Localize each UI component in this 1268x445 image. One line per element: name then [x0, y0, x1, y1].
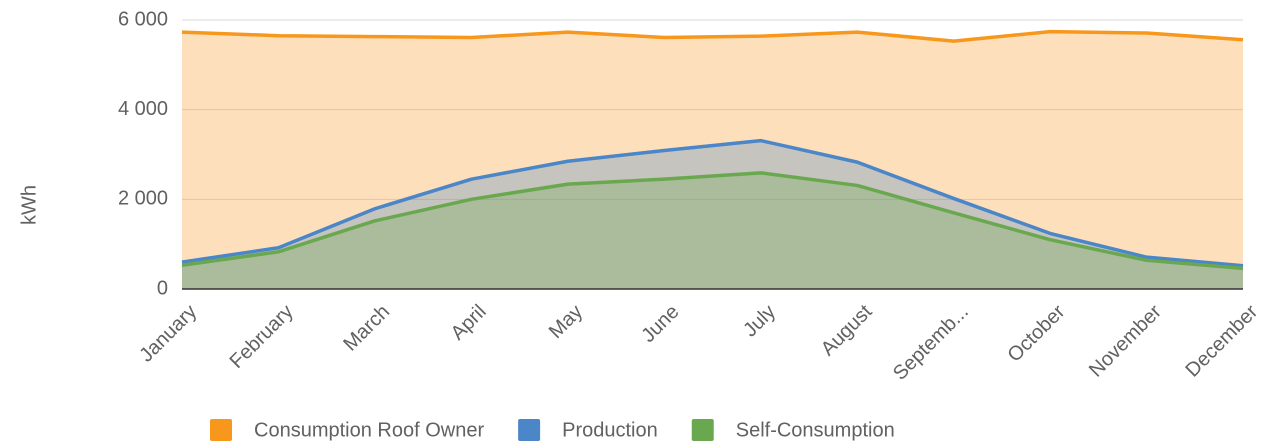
x-tick-label: July	[739, 301, 780, 342]
x-tick-label: October	[1003, 300, 1069, 366]
area-line	[181, 171, 1244, 271]
legend-swatch	[691, 419, 714, 441]
legend-label: Self-Consumption	[736, 419, 895, 441]
legend-swatch	[518, 419, 541, 441]
x-tick-label: March	[339, 301, 394, 356]
x-tick-label: December	[1181, 300, 1262, 381]
legend-swatch	[210, 419, 232, 441]
legend-label: Production	[562, 419, 658, 441]
area-fill	[182, 140, 1243, 289]
area-line	[181, 29, 1244, 43]
y-tick-label: 2 000	[118, 188, 168, 210]
x-tick-label: June	[637, 301, 683, 347]
y-axis-title: kWh	[18, 185, 40, 225]
y-tick-label: 4 000	[118, 98, 168, 120]
x-tick-label: May	[545, 301, 587, 343]
x-tick-label: November	[1085, 300, 1166, 381]
x-tick-label: January	[135, 301, 201, 367]
area-fill	[182, 172, 1243, 289]
x-tick-label: February	[226, 301, 298, 373]
area-line	[181, 138, 1244, 268]
y-tick-label: 6 000	[118, 8, 168, 30]
x-tick-label: August	[817, 300, 877, 360]
x-tick-label: Septemb...	[889, 301, 973, 385]
area-fill	[182, 31, 1243, 289]
y-tick-label: 0	[157, 277, 168, 299]
x-tick-label: April	[447, 301, 491, 345]
legend-label: Consumption Roof Owner	[254, 419, 484, 441]
